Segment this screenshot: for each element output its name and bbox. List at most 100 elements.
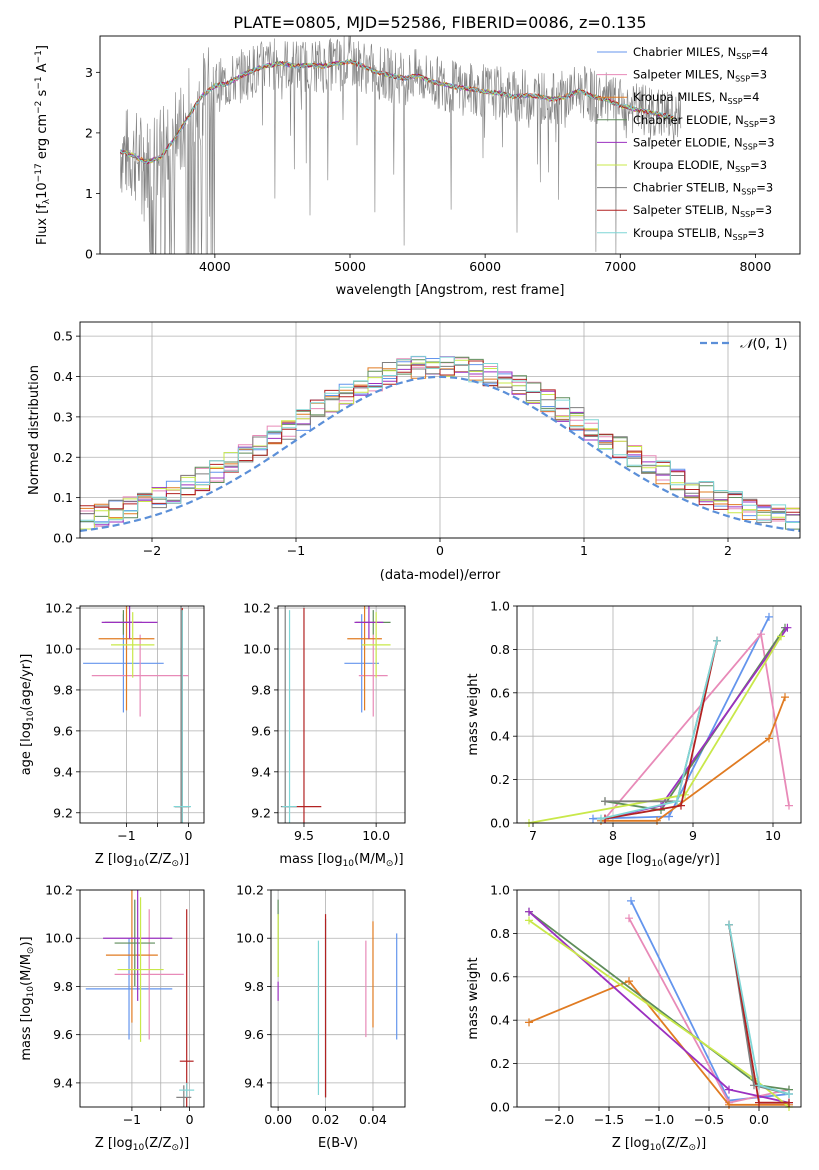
normal-curve bbox=[79, 375, 801, 532]
x-axis-label: Z [log10(Z/Z⊙)] bbox=[612, 1136, 706, 1153]
plus-marker bbox=[757, 630, 765, 639]
x-tick-label: −1 bbox=[123, 1112, 141, 1127]
plus-marker bbox=[673, 797, 681, 806]
y-tick-label: 0 bbox=[85, 247, 93, 262]
x-tick-label: 0.04 bbox=[359, 1112, 387, 1127]
y-tick-label: 9.2 bbox=[53, 805, 73, 820]
x-tick-label: 0 bbox=[186, 1112, 194, 1127]
errorbar-point bbox=[179, 909, 194, 1107]
y-tick-label: 0.4 bbox=[53, 369, 73, 384]
plus-marker bbox=[625, 977, 633, 986]
axes-frame bbox=[79, 605, 205, 824]
residuals-panel: −2 −1 0 1 2 0.0 0.1 0.2 0.3 0.4 0.5 𝒩(0, 1) (data-mo… bbox=[27, 321, 801, 583]
y-tick-label: 0.4 bbox=[490, 729, 510, 744]
y-tick-label: 0.3 bbox=[53, 409, 73, 424]
x-tick-label: 8000 bbox=[739, 259, 771, 274]
x-tick-label: 2 bbox=[724, 543, 732, 558]
y-tick-label: 0.8 bbox=[490, 642, 510, 657]
x-tick-label: 0.00 bbox=[264, 1112, 292, 1127]
plus-marker bbox=[785, 801, 793, 810]
errorbar-point bbox=[111, 612, 155, 678]
mass-weight-line bbox=[600, 640, 718, 820]
x-tick-label: −1 bbox=[287, 543, 305, 558]
plus-marker bbox=[677, 801, 685, 810]
plus-marker bbox=[681, 790, 689, 799]
x-axis-label: Z [log10(Z/Z⊙)] bbox=[95, 1136, 189, 1153]
plus-marker bbox=[525, 907, 533, 916]
mass-weight-vs-Z-panel: −2.0 −1.5 −1.0 −0.5 0.0 0.0 0.2 0.4 0.6 0.8 1.0 Z [… bbox=[466, 883, 802, 1153]
plus-marker bbox=[725, 1100, 733, 1109]
x-tick-label: 0.02 bbox=[312, 1112, 340, 1127]
y-tick-label: 0.0 bbox=[490, 816, 510, 831]
y-tick-label: 0.6 bbox=[490, 969, 510, 984]
errorbar-point bbox=[105, 890, 158, 1023]
y-tick-label: 0.8 bbox=[490, 926, 510, 941]
plus-marker bbox=[765, 612, 773, 621]
y-tick-label: 9.8 bbox=[251, 682, 271, 697]
mass-weight-line bbox=[630, 900, 790, 1102]
axes-frame bbox=[277, 605, 406, 824]
mass-weight-vs-age-panel: 7 8 9 10 0.0 0.2 0.4 0.6 0.8 1.0 age [log10(age/yr… bbox=[466, 599, 802, 869]
plus-marker bbox=[625, 914, 633, 923]
plus-marker bbox=[601, 797, 609, 806]
model-spectrum-line bbox=[119, 58, 674, 164]
y-tick-label: 9.8 bbox=[53, 979, 73, 994]
y-tick-label: 0.2 bbox=[53, 450, 73, 465]
legend-entry: Kroupa STELIB, NSSP=3 bbox=[633, 226, 764, 242]
y-tick-label: 9.8 bbox=[244, 979, 264, 994]
y-tick-label: 9.4 bbox=[53, 764, 73, 779]
axes-frame bbox=[79, 321, 801, 539]
y-tick-label: 9.6 bbox=[53, 723, 73, 738]
y-tick-label: 10.2 bbox=[243, 601, 271, 616]
y-tick-label: 1 bbox=[85, 186, 93, 201]
x-tick-label: 4000 bbox=[199, 259, 231, 274]
y-tick-label: 10.0 bbox=[45, 641, 73, 656]
plus-marker bbox=[525, 1018, 533, 1027]
x-tick-label: −1.0 bbox=[644, 1112, 674, 1127]
figure-title: PLATE=0805, MJD=52586, FIBERID=0086, z=0… bbox=[233, 13, 646, 32]
y-axis-label: Flux [fλ10−17 erg cm−2 s−1 A−1] bbox=[34, 45, 52, 245]
x-axis-label: mass [log10(M/M⊙)] bbox=[279, 852, 403, 869]
plus-marker bbox=[653, 816, 661, 825]
y-tick-label: 9.4 bbox=[251, 764, 271, 779]
plus-marker bbox=[627, 896, 635, 905]
errorbar-point bbox=[101, 606, 158, 639]
y-tick-label: 1.0 bbox=[490, 599, 510, 614]
y-tick-label: 9.6 bbox=[251, 723, 271, 738]
legend-entry: Salpeter MILES, NSSP=3 bbox=[633, 68, 767, 84]
y-tick-label: 0.1 bbox=[53, 490, 73, 505]
legend-entry: Chabrier MILES, NSSP=4 bbox=[633, 45, 768, 61]
x-tick-label: −1 bbox=[117, 828, 135, 843]
x-tick-label: 9.5 bbox=[294, 828, 314, 843]
x-tick-label: 7 bbox=[529, 828, 537, 843]
age-vs-mass-panel: 9.5 10.0 9.2 9.4 9.6 9.8 10.0 10.2 mass [log10(M… bbox=[243, 601, 406, 869]
errorbar-point bbox=[85, 938, 173, 1040]
plus-marker bbox=[785, 1089, 793, 1098]
x-tick-label: 8 bbox=[609, 828, 617, 843]
y-tick-label: 1.0 bbox=[490, 883, 510, 898]
y-tick-label: 10.0 bbox=[45, 931, 73, 946]
y-tick-label: 0.5 bbox=[53, 329, 73, 344]
y-tick-label: 0.0 bbox=[53, 531, 73, 546]
y-tick-label: 3 bbox=[85, 65, 93, 80]
age-vs-Z-panel: −1 0 9.2 9.4 9.6 9.8 10.0 10.2 Z [log10(Z/Z⊙)] ag… bbox=[19, 601, 205, 869]
y-tick-label: 0.0 bbox=[490, 1100, 510, 1115]
plus-marker bbox=[783, 623, 792, 632]
y-axis-label: age [log10(age/yr)] bbox=[19, 654, 36, 776]
errorbar-point bbox=[179, 1082, 195, 1098]
x-tick-label: 9 bbox=[689, 828, 697, 843]
y-tick-label: 10.0 bbox=[243, 641, 271, 656]
plus-marker bbox=[785, 1098, 793, 1107]
legend-entry: Salpeter ELODIE, NSSP=3 bbox=[633, 135, 775, 151]
axes-frame bbox=[270, 889, 406, 1108]
plus-marker bbox=[755, 1098, 763, 1107]
y-axis-label: mass weight bbox=[466, 673, 481, 755]
mass-weight-line bbox=[528, 635, 782, 823]
y-tick-label: 0.2 bbox=[490, 1056, 510, 1071]
errorbar-point bbox=[114, 909, 184, 1040]
legend-entry: Kroupa MILES, NSSP=4 bbox=[633, 90, 759, 106]
plus-marker bbox=[525, 916, 533, 925]
axes-frame bbox=[79, 889, 205, 1108]
